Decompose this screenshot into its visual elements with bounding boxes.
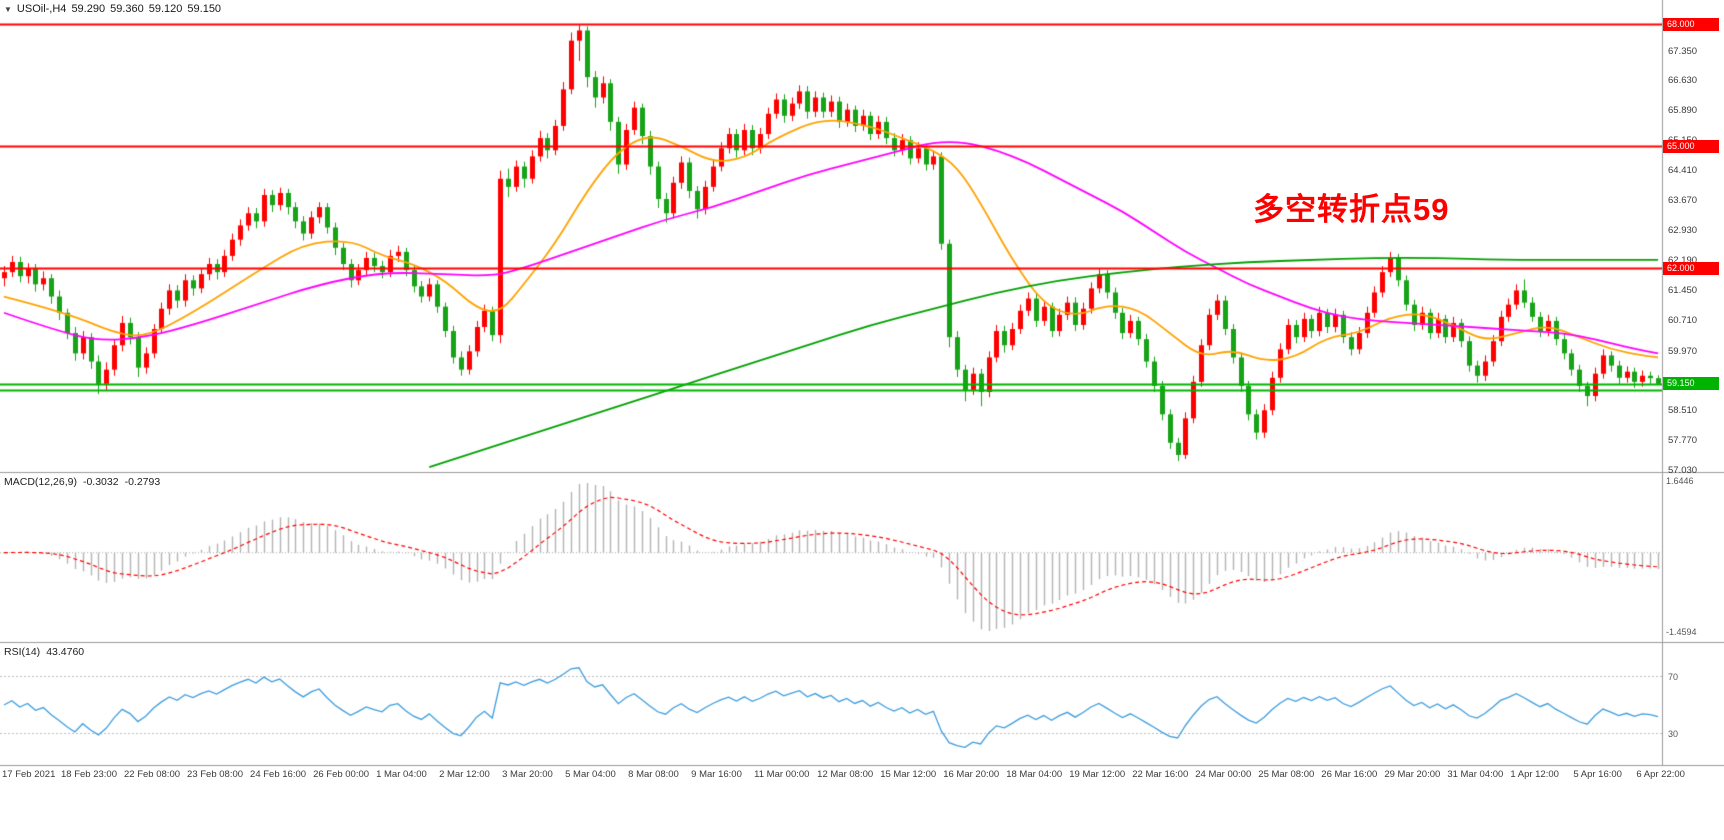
price-level-badge: 65.000 [1663,139,1719,153]
price-axis-tick: 59.970 [1668,345,1698,357]
chart-annotation-text: 多空转折点59 [1253,192,1450,227]
time-axis-label: 19 Mar 12:00 [1069,769,1126,780]
time-axis-label: 16 Mar 20:00 [943,769,1000,780]
rsi-value: 43.4760 [46,646,85,658]
time-axis-label: 2 Mar 12:00 [439,769,490,780]
price-axis-tick: 62.930 [1668,225,1698,237]
macd-indicator-label: MACD(12,26,9) -0.3032 -0.2793 [4,476,166,488]
time-axis-label: 5 Apr 16:00 [1573,769,1622,780]
price-axis-tick: 61.450 [1668,285,1698,297]
price-level-badge: 62.000 [1663,261,1719,275]
time-axis-label: 26 Mar 16:00 [1321,769,1378,780]
price-axis-tick: 57.770 [1668,434,1698,446]
price-axis-tick: 57.030 [1668,464,1698,476]
ohlc-close: 59.150 [187,3,222,15]
time-axis-label: 25 Mar 08:00 [1258,769,1315,780]
price-axis-tick: 62.190 [1668,255,1697,266]
time-axis-label: 6 Apr 22:00 [1636,769,1685,780]
time-axis-label: 24 Mar 00:00 [1195,769,1252,780]
ohlc-open: 59.290 [71,3,106,15]
time-axis-label: 31 Mar 04:00 [1447,769,1504,780]
symbol-dropdown-icon[interactable]: ▼ [4,5,12,14]
macd-axis-min: -1.4594 [1666,627,1697,637]
price-axis-tick: 60.710 [1668,315,1698,327]
time-axis-label: 3 Mar 20:00 [502,769,553,780]
rsi-indicator-label: RSI(14) 43.4760 [4,646,90,658]
rsi-level-label: 70 [1668,671,1679,682]
price-axis-tick: 63.670 [1668,195,1698,207]
time-axis-label: 26 Feb 00:00 [313,769,370,780]
price-axis-tick: 66.630 [1668,75,1698,87]
rsi-level-label: 30 [1668,728,1679,739]
time-axis-label: 23 Feb 08:00 [187,769,244,780]
time-axis-label: 22 Mar 16:00 [1132,769,1189,780]
price-level-badge: 68.000 [1663,17,1719,31]
time-axis-label: 29 Mar 20:00 [1384,769,1441,780]
time-axis-label: 15 Mar 12:00 [880,769,937,780]
price-level-badge: 59.150 [1663,377,1719,391]
rsi-name: RSI(14) [4,646,41,658]
price-axis-tick: 65.890 [1668,105,1698,117]
time-axis-label: 1 Mar 04:00 [376,769,427,780]
time-axis-label: 1 Apr 12:00 [1510,769,1559,780]
time-axis-label: 5 Mar 04:00 [565,769,616,780]
time-axis-label: 11 Mar 00:00 [754,769,810,780]
macd-axis-max: 1.6446 [1666,476,1694,486]
time-axis-label: 18 Feb 23:00 [61,769,117,780]
time-axis-label: 12 Mar 08:00 [817,769,874,780]
macd-signal-value: -0.2793 [124,476,161,488]
time-axis-label: 9 Mar 16:00 [691,769,742,780]
ohlc-high: 59.360 [110,3,144,15]
time-axis-label: 17 Feb 2021 [2,769,56,780]
price-axis-tick: 64.410 [1668,165,1698,177]
symbol-header: ▼ USOil-,H4 59.290 59.360 59.120 59.150 [4,3,226,15]
time-axis-label: 24 Feb 16:00 [250,769,307,780]
time-axis-label: 8 Mar 08:00 [628,769,679,780]
time-axis-label: 18 Mar 04:00 [1006,769,1063,780]
macd-value: -0.3032 [82,476,119,488]
time-axis-label: 22 Feb 08:00 [124,769,181,780]
symbol-timeframe-label: USOil-,H4 [16,3,67,15]
macd-name: MACD(12,26,9) [4,476,77,488]
price-axis-tick: 67.350 [1668,45,1698,57]
price-axis-tick: 58.510 [1668,404,1698,416]
ohlc-low: 59.120 [148,3,183,15]
